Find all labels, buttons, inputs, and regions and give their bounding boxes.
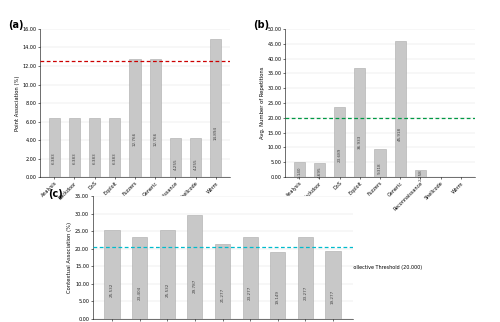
Text: (b): (b) [252,20,269,30]
Text: 23.404: 23.404 [138,286,141,300]
Bar [394,41,406,177]
Bar [132,237,147,319]
Text: 6.383: 6.383 [72,152,76,164]
Bar [104,230,120,319]
Text: (c): (c) [48,189,63,199]
Legend: Collective Threshold (20.000): Collective Threshold (20.000) [338,265,422,270]
Bar [109,118,120,177]
Bar [435,176,446,177]
Text: 23.277: 23.277 [304,286,308,300]
Y-axis label: Contextual Association (%): Contextual Association (%) [67,222,72,293]
Text: 2.258: 2.258 [418,169,422,181]
Bar [326,251,340,319]
Text: 23.689: 23.689 [338,147,342,162]
Bar [150,59,161,177]
Bar [334,107,345,177]
Text: 6.383: 6.383 [52,152,56,164]
Bar [160,230,175,319]
Text: 25.532: 25.532 [110,283,114,298]
Text: 4.255: 4.255 [174,159,178,170]
Text: 23.277: 23.277 [248,286,252,300]
Text: 4.255: 4.255 [194,159,198,170]
Text: 6.383: 6.383 [92,152,96,164]
Bar [270,252,285,319]
Bar [242,237,258,319]
Text: 45.918: 45.918 [398,127,402,141]
Text: 21.277: 21.277 [220,288,224,302]
Text: 5.140: 5.140 [297,166,301,178]
Text: 25.532: 25.532 [165,283,169,298]
Bar [415,170,426,177]
Bar [190,138,201,177]
Text: 9.318: 9.318 [378,163,382,174]
Bar [89,118,100,177]
Text: 12.766: 12.766 [133,132,137,147]
Text: 19.149: 19.149 [276,290,280,304]
Text: 6.383: 6.383 [113,152,117,164]
Bar [188,215,202,319]
Y-axis label: Avg. Number of Repetitions: Avg. Number of Repetitions [260,67,265,139]
Bar [294,162,304,177]
Text: 4.695: 4.695 [318,167,322,178]
Bar [298,237,313,319]
Text: 19.277: 19.277 [331,290,335,304]
Bar [170,138,181,177]
Legend: Point Threshold (12.500%): Point Threshold (12.500%) [96,265,174,270]
Text: 12.766: 12.766 [153,132,157,147]
Text: 14.894: 14.894 [214,126,218,140]
Bar [354,68,366,177]
Text: (a): (a) [8,20,23,30]
Bar [48,118,60,177]
Bar [374,149,386,177]
Bar [314,163,325,177]
Bar [130,59,140,177]
Y-axis label: Point Association (%): Point Association (%) [15,75,20,131]
Text: 29.787: 29.787 [193,278,197,293]
Bar [69,118,80,177]
Bar [215,244,230,319]
Text: 36.933: 36.933 [358,135,362,149]
Bar [210,39,222,177]
